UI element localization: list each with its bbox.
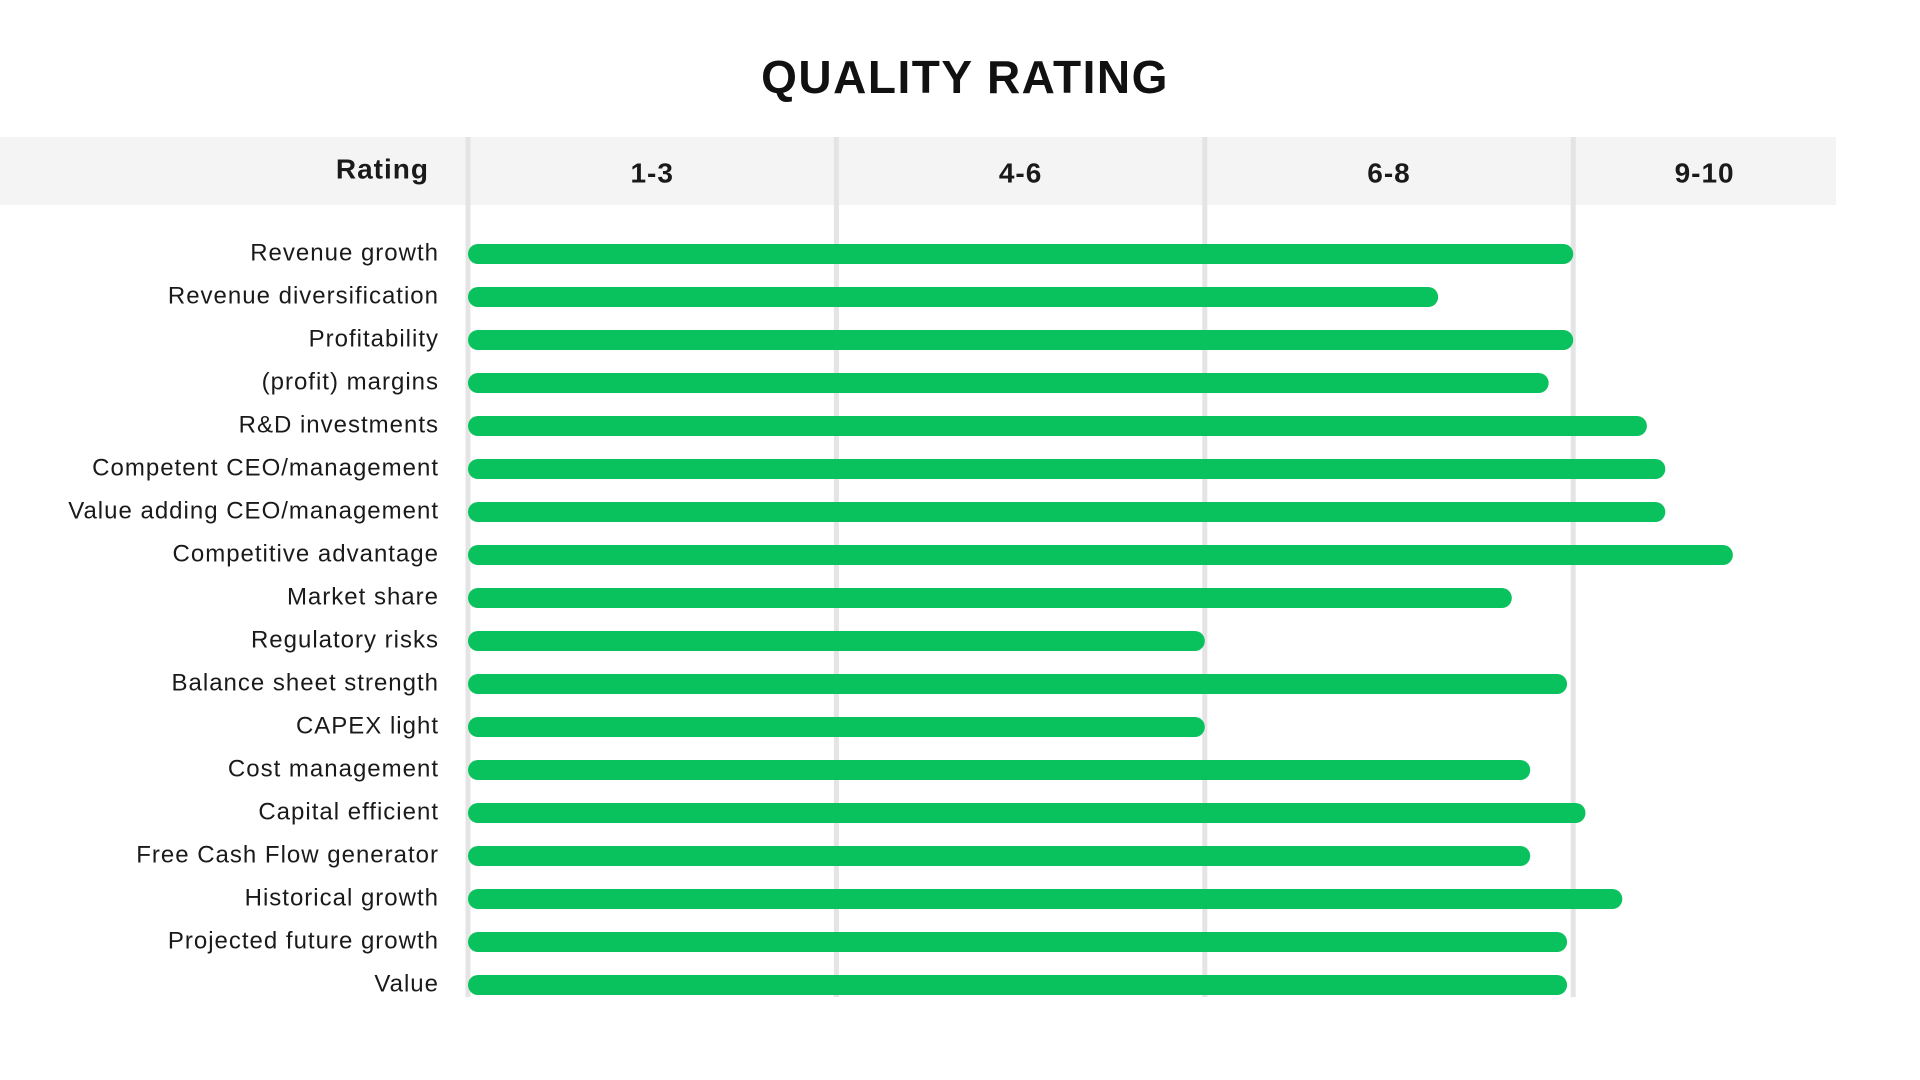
category-label: Revenue diversification <box>168 282 439 309</box>
category-label: Balance sheet strength <box>172 669 440 696</box>
bar <box>468 631 1205 651</box>
header-band <box>0 137 1836 205</box>
bar <box>468 846 1531 866</box>
bar <box>468 674 1568 694</box>
x-tick-label: 1-3 <box>630 157 673 188</box>
bar <box>468 760 1531 780</box>
category-label: CAPEX light <box>296 712 439 739</box>
y-axis-label: Rating <box>336 153 429 184</box>
x-tick-label: 6-8 <box>1367 157 1410 188</box>
category-label: Capital efficient <box>258 798 439 825</box>
bar <box>468 330 1574 350</box>
x-tick-label: 9-10 <box>1675 157 1735 188</box>
bar <box>468 803 1586 823</box>
category-label: Competitive advantage <box>173 540 439 567</box>
category-label: Competent CEO/management <box>92 454 439 481</box>
bar <box>468 287 1439 307</box>
category-label: Projected future growth <box>168 927 439 954</box>
bar <box>468 244 1574 264</box>
bar <box>468 717 1205 737</box>
category-label: Cost management <box>228 755 439 782</box>
bar <box>468 588 1512 608</box>
category-label: Free Cash Flow generator <box>136 841 439 868</box>
chart-title: QUALITY RATING <box>761 51 1169 103</box>
x-tick-label: 4-6 <box>999 157 1042 188</box>
bar <box>468 502 1666 522</box>
category-label: Profitability <box>309 325 439 352</box>
category-label: Value <box>374 970 439 997</box>
bar <box>468 545 1733 565</box>
category-label: (profit) margins <box>262 368 439 395</box>
category-label: Regulatory risks <box>251 626 439 653</box>
bar <box>468 373 1549 393</box>
bar <box>468 416 1647 436</box>
bar <box>468 889 1623 909</box>
bar <box>468 975 1568 995</box>
bar <box>468 459 1666 479</box>
category-label: Revenue growth <box>250 239 439 266</box>
category-label: R&D investments <box>239 411 439 438</box>
category-label: Historical growth <box>245 884 439 911</box>
category-label: Market share <box>287 583 439 610</box>
category-label: Value adding CEO/management <box>68 497 439 524</box>
bar <box>468 932 1568 952</box>
